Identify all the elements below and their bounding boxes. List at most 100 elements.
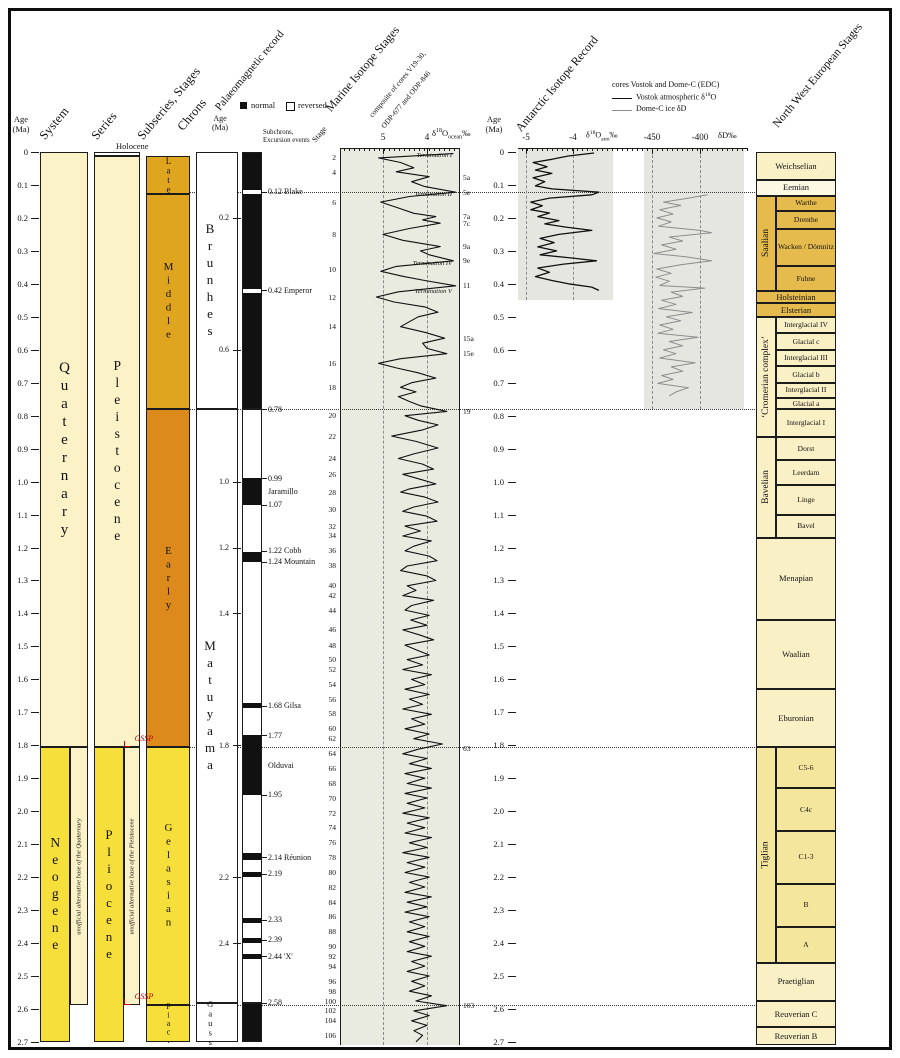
mis-substage-label: 11 [463,281,471,291]
polarity-subchron [243,478,261,505]
nw-stage-praetiglian: Praetiglian [756,962,836,1002]
normal-polarity-swatch-icon [240,102,247,109]
nw-stage-label: Eemian [783,182,809,193]
mis-stage-number: 58 [328,709,337,719]
nw-substage-interglacial-i: Interglacial I [776,409,836,438]
vostok-axis-major-tick [573,148,574,154]
isotope-label-part: O [595,130,602,140]
age-axis-left-tick [31,415,39,417]
chron-block-matuyama: Matuyama [196,409,238,1003]
antarctic-axis-minor-tick [682,148,683,151]
mis-stage-number: 14 [328,322,337,332]
stacked-label: Quaternary [56,359,73,540]
polarity-segment-normal-2.581 [242,1002,262,1042]
nw-substage-leerdam: Leerdam [776,460,836,485]
age-axis-right-label: 2.7 [493,1036,504,1047]
stacked-label: Gelasian [162,822,175,931]
age-axis-right-tick [508,679,516,681]
mis-substage-label: 15e [463,349,474,359]
age-axis-right-tick [508,152,516,153]
nw-substage-b: B [776,883,836,927]
mis-stage-number: 44 [328,605,337,615]
age-axis-left-tick [31,184,39,186]
polarity-subchron [243,918,261,924]
isotope-label-part: 18 [704,92,711,98]
antarctic-axis-minor-tick [562,148,563,151]
age-axis-right-tick [508,844,516,846]
age-axis-left-label: 1.8 [17,740,28,751]
age-axis-right-tick [508,283,516,285]
mis-stage-number: 56 [328,694,337,704]
rotated-label: unofficial alternative base of the Pleis… [128,818,136,935]
nw-stage-reuverian-b: Reuverian B [756,1027,836,1045]
nw-stage-waalian: Waalian [756,620,836,690]
age-axis-right-label: 0.7 [493,377,504,388]
polarity-subchron [243,853,261,860]
mis-stage-number: 106 [324,1030,336,1040]
marine-axis-minor-tick [359,148,360,151]
nw-stage-tiglian: Tiglian [756,747,776,963]
marine-axis-tick-label: 4 [424,132,430,142]
age-axis-left-title-line2: (Ma) [12,124,30,134]
marine-axis-minor-tick [439,148,440,151]
polarity-segment-normal-0 [242,152,262,410]
nw-substage-label: Linge [797,494,815,504]
antarctic-axis-minor-tick [687,148,688,151]
age-axis-right-tick [508,448,516,450]
age-axis-right-label: 2.5 [493,971,504,981]
age-axis-left-tick [31,910,39,912]
polarity-subchron [243,953,261,959]
antarctic-axis-minor-tick [607,148,608,151]
mis-stage-number: 68 [328,779,337,788]
nw-stage-cromerian-complex: ‘Cromerian complex’ [756,317,776,438]
mis-stage-number: 10 [328,264,337,274]
subchron-tick [262,562,267,564]
nw-substage-label: Glacial a [792,398,820,408]
nw-stage-label: Menapian [779,573,813,584]
nw-stage-holsteinian: Holsteinian [756,291,836,303]
rotated-label: Saalian [761,229,771,258]
vostok-panel-background [518,148,613,301]
stacked-label: Pleistocene [109,358,125,546]
age-axis-right-tick [508,943,516,945]
subchron-tick [262,939,267,941]
mis-stage-number: 66 [328,763,337,773]
antarctic-axis-minor-tick [667,148,668,151]
mis-stage-number: 30 [328,505,337,515]
subchron-label-2-19: 2.19 [268,869,282,879]
antarctic-axis-minor-tick [552,148,553,151]
domec-axis-tick-label: -400 [691,132,709,142]
antarctic-axis-minor-tick [532,148,533,151]
polarity-excursion [243,288,261,294]
mis-stage-number: 100 [324,996,336,1006]
antarctic-axis-minor-tick [592,148,593,151]
age-axis-right-label: 2.4 [493,938,504,949]
vostok-axis-tick-label: -5 [522,132,530,142]
antarctic-axis-minor-tick [747,148,748,151]
nw-substage-c4c: C4c [776,788,836,831]
nw-substage-c5-6: C5-6 [776,747,836,789]
nw-substage-label: Interglacial III [784,353,828,363]
domec-panel-background [644,148,744,410]
polarity-subchron [243,938,261,944]
mis-stage-number: 8 [332,229,336,239]
stacked-label: Pliocene [101,826,117,963]
antarctic-axis-minor-tick [732,148,733,151]
age-axis-left-label: 2.4 [17,938,28,949]
age-axis-right-label: 1.2 [493,542,504,553]
age-axis-right-label: 0.9 [493,443,504,454]
subseries-block-gelasian: Gelasian [146,747,190,1005]
polarity-subchron [243,735,261,795]
age-axis-left-label: 1.3 [17,575,28,586]
marine-axis-minor-tick [404,148,405,151]
nw-substage-label: A [803,939,809,949]
antarctic-axis-minor-tick [537,148,538,151]
age-axis-left-label: 2.0 [17,806,28,817]
age-axis-left-label: 0.4 [17,278,28,289]
chron-age-tick [233,943,241,945]
chron-age-tick-label: 1.2 [219,543,229,553]
isotope-label-part: atm [601,136,610,143]
chron-age-tick-label: 0.6 [219,345,229,355]
subchron-tick [262,550,267,552]
subchron-header-line1: Subchrons, [263,129,294,136]
